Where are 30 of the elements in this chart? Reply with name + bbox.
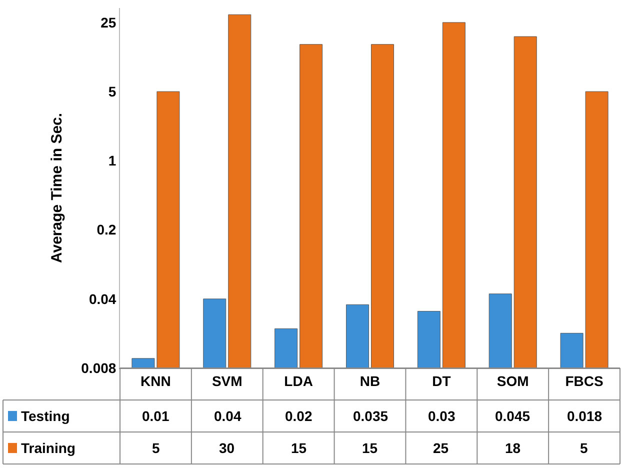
y-tick-label: 5 xyxy=(108,83,116,100)
data-label: 15 xyxy=(362,440,378,456)
data-label: 5 xyxy=(580,440,588,456)
data-label: 0.03 xyxy=(428,408,456,424)
legend-label: Training xyxy=(21,440,76,456)
y-tick-label: 0.008 xyxy=(81,360,116,376)
x-tick-label: KNN xyxy=(140,372,171,389)
legend-label: Testing xyxy=(21,408,70,424)
x-tick-label: SOM xyxy=(496,372,529,389)
data-label: 30 xyxy=(219,440,235,456)
y-tick-label: 25 xyxy=(100,14,116,30)
y-tick-label: 1 xyxy=(108,152,116,169)
data-label: 5 xyxy=(152,440,160,456)
x-tick-label: NB xyxy=(360,372,380,389)
data-label: 25 xyxy=(433,440,449,456)
y-tick-label: 0.04 xyxy=(88,290,116,307)
data-label: 0.045 xyxy=(495,408,530,424)
data-label: 0.035 xyxy=(353,408,388,424)
x-tick-label: DT xyxy=(432,372,452,389)
x-tick-label: LDA xyxy=(284,372,313,389)
data-label: 18 xyxy=(505,440,521,456)
data-label: 0.04 xyxy=(214,408,242,424)
data-label: 0.01 xyxy=(142,408,170,424)
x-tick-label: FBCS xyxy=(565,372,604,389)
data-label: 15 xyxy=(291,440,307,456)
x-tick-label: SVM xyxy=(212,372,242,389)
data-label: 0.02 xyxy=(285,408,312,424)
y-tick-label: 0.2 xyxy=(96,222,116,238)
y-axis-title: Average Time in Sec. xyxy=(48,112,66,264)
data-label: 0.018 xyxy=(567,408,602,424)
